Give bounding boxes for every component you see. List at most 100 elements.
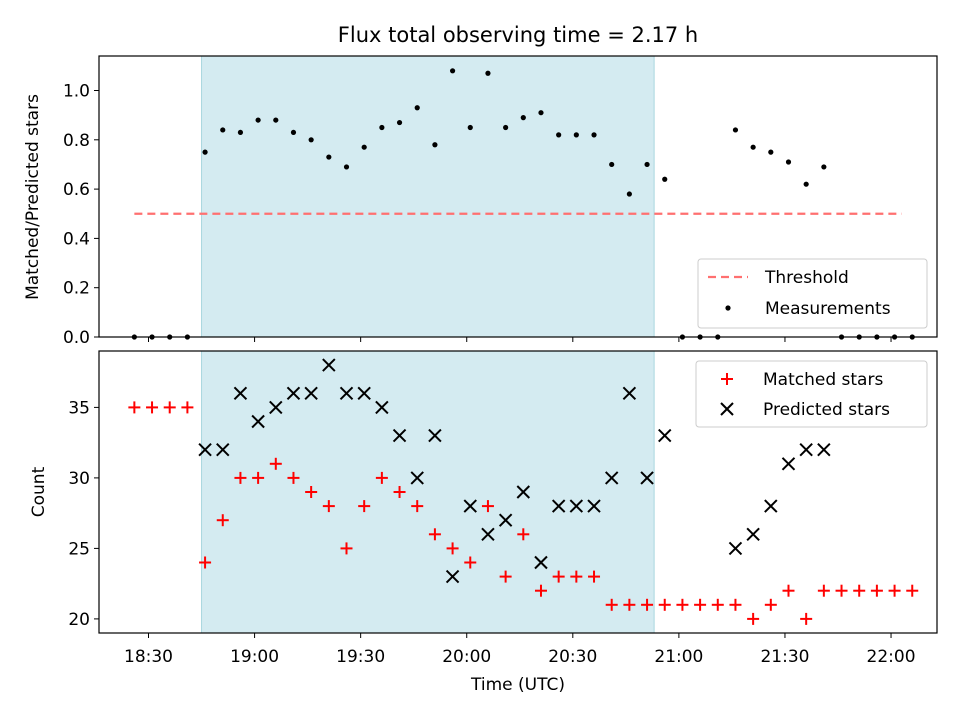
measurement-point xyxy=(202,149,208,155)
matched-point xyxy=(906,584,919,597)
predicted-point-b xyxy=(251,414,265,429)
matched-point xyxy=(199,556,212,569)
matched-point xyxy=(481,500,494,513)
matched-point xyxy=(711,598,724,611)
measurement-point xyxy=(361,144,367,150)
matched-point xyxy=(358,500,371,513)
predicted-point xyxy=(799,442,813,457)
measurement-point xyxy=(449,68,456,74)
top-legend-box xyxy=(697,258,928,329)
matched-point xyxy=(870,584,883,597)
matched-point xyxy=(676,598,689,611)
predicted-point xyxy=(410,471,424,485)
predicted-point-b xyxy=(746,527,760,542)
chart-title: Flux total observing time = 2.17 h xyxy=(338,23,698,47)
predicted-point xyxy=(198,442,212,457)
predicted-point xyxy=(233,386,248,401)
bottom-y-axis-label: Count xyxy=(29,466,49,517)
matched-point xyxy=(163,401,176,414)
matched-point xyxy=(534,584,547,597)
x-tick-label: 18:30 xyxy=(124,647,173,667)
predicted-point xyxy=(322,358,336,372)
predicted-point xyxy=(216,442,230,457)
measurement-point xyxy=(732,127,739,133)
predicted-point xyxy=(304,386,318,401)
matched-point xyxy=(181,401,194,414)
matched-point xyxy=(322,500,335,513)
predicted-point-b xyxy=(322,358,336,372)
x-tick-label: 21:30 xyxy=(760,647,809,667)
matched-point xyxy=(623,598,636,611)
top-x-ticks xyxy=(148,337,892,342)
measurement-point xyxy=(290,129,297,136)
predicted-point xyxy=(286,386,301,401)
measurement-point xyxy=(538,110,544,116)
measurement-point xyxy=(273,117,279,123)
predicted-point xyxy=(764,499,778,513)
matched-point xyxy=(588,570,601,583)
y-tick-label: 0.4 xyxy=(63,229,90,249)
legend-measurement-marker xyxy=(725,305,731,311)
measurement-point xyxy=(503,124,509,131)
predicted-point-b xyxy=(375,400,389,415)
matched-point xyxy=(234,471,247,484)
y-tick-label: 0.8 xyxy=(63,131,90,151)
matched-point xyxy=(146,401,159,414)
predicted-point-b xyxy=(445,569,460,584)
predicted-point-b xyxy=(764,499,778,513)
measurement-point xyxy=(485,70,491,76)
top-measurement-points xyxy=(131,68,915,340)
legend-cross-b xyxy=(720,402,734,416)
top-y-axis-label: Matched/Predicted stars xyxy=(23,94,43,300)
x-tick-label: 19:00 xyxy=(230,647,279,667)
top-legend: Threshold Measurements xyxy=(697,258,928,329)
matched-point xyxy=(782,584,795,597)
measurement-point xyxy=(308,137,314,143)
predicted-point xyxy=(481,527,495,542)
matched-point xyxy=(340,542,353,555)
y-tick-label: 20 xyxy=(68,610,90,630)
predicted-point-b xyxy=(463,499,477,513)
matched-point xyxy=(464,556,477,569)
measurement-point xyxy=(644,161,650,168)
predicted-point xyxy=(728,541,743,556)
predicted-point-b xyxy=(286,386,301,401)
measurement-point xyxy=(237,129,244,136)
matched-point xyxy=(446,542,459,555)
measurement-point xyxy=(750,144,756,150)
predicted-point-b xyxy=(339,386,354,401)
predicted-point xyxy=(658,428,672,443)
matched-point xyxy=(269,457,282,470)
predicted-point-b xyxy=(640,471,654,485)
measurement-point xyxy=(255,117,261,123)
legend-measurement-label: Measurements xyxy=(765,299,891,319)
matched-point xyxy=(888,584,901,597)
matched-point xyxy=(570,570,583,583)
measurement-point xyxy=(609,161,615,168)
predicted-point-b xyxy=(604,471,619,485)
x-tick-label: 22:00 xyxy=(867,647,916,667)
measurement-point xyxy=(414,105,420,111)
bottom-y-ticks: 20 25 30 35 xyxy=(68,398,99,630)
predicted-point-b xyxy=(481,527,495,542)
predicted-point xyxy=(357,386,371,401)
top-panel: 0.0 0.2 0.4 0.6 0.8 1.0 Matched/Predicted sta… xyxy=(23,55,938,348)
bottom-highlight-span xyxy=(201,350,655,634)
matched-point xyxy=(764,598,777,611)
predicted-point-b xyxy=(622,386,637,401)
predicted-point-b xyxy=(587,499,601,513)
predicted-point-b xyxy=(410,471,424,485)
predicted-point xyxy=(817,442,831,457)
x-tick-label: 21:00 xyxy=(654,647,703,667)
matched-point xyxy=(658,598,671,611)
predicted-point xyxy=(445,569,460,584)
measurement-point xyxy=(591,132,597,138)
matched-point xyxy=(552,570,565,583)
top-highlight-span xyxy=(201,55,655,338)
matched-point xyxy=(605,598,618,611)
measurement-point xyxy=(520,115,526,121)
matched-point xyxy=(800,612,813,625)
predicted-point-b xyxy=(799,442,813,457)
bottom-axes-frame xyxy=(98,350,938,634)
top-y-ticks: 0.0 0.2 0.4 0.6 0.8 1.0 xyxy=(63,82,99,348)
